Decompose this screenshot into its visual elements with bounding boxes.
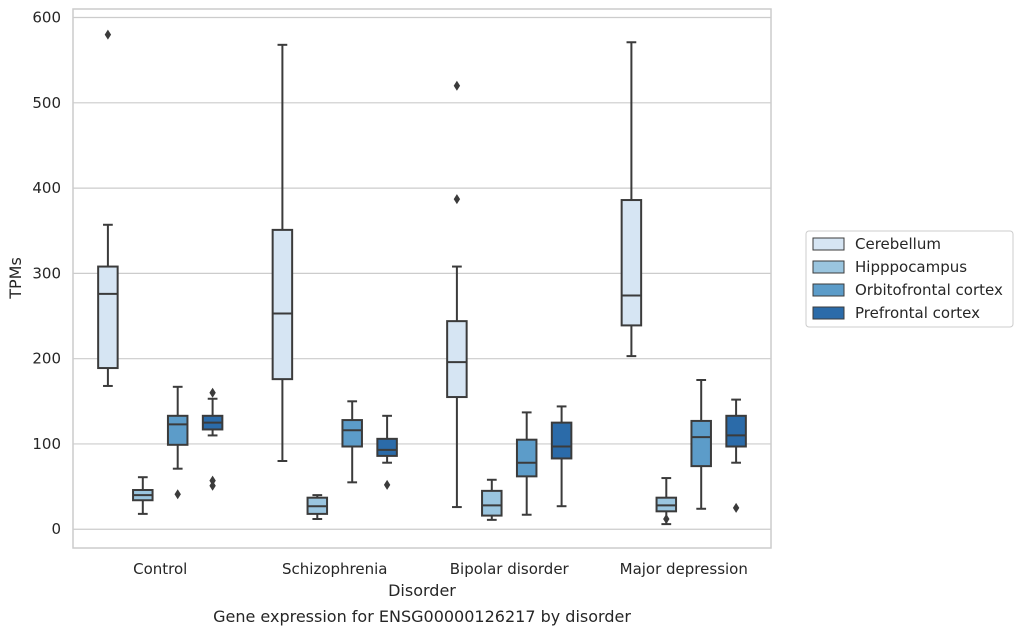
legend: Cerebellum Hipppocampus Orbitofrontal cort… (805, 230, 1014, 328)
series-orbitofrontal-cortex (166, 378, 712, 516)
box (725, 398, 747, 513)
y-tick-label: 300 (32, 264, 61, 282)
outlier-point (174, 489, 181, 500)
box (341, 400, 363, 484)
box-body (376, 437, 398, 457)
box (306, 494, 329, 521)
box-body (620, 199, 643, 327)
box-body (550, 421, 573, 460)
y-tick-label: 200 (32, 350, 61, 368)
box-body (446, 320, 468, 399)
box-body (97, 265, 119, 370)
box (481, 478, 503, 521)
chart-caption: Gene expression for ENSG00000126217 by d… (213, 607, 631, 626)
x-tick-label: Control (133, 560, 187, 578)
legend-swatch (812, 260, 845, 274)
outlier-point (383, 479, 391, 490)
grid-lines (73, 16, 771, 530)
legend-swatch (812, 306, 845, 320)
box (446, 80, 468, 509)
x-tick-label: Major depression (620, 560, 748, 578)
box-body (341, 419, 363, 448)
y-tick-label: 100 (32, 435, 61, 453)
box (550, 405, 573, 508)
outlier-point (104, 29, 112, 40)
y-tick-label: 400 (32, 179, 61, 197)
box-body (481, 489, 503, 517)
outlier-point (453, 194, 461, 205)
box-body (725, 414, 747, 448)
y-tick-label: 500 (32, 94, 61, 112)
series-hipppocampus (132, 476, 678, 526)
x-tick-labels: Control Schizophrenia Bipolar disorder Majo… (133, 560, 748, 578)
box-body (515, 438, 538, 478)
box (271, 43, 294, 463)
x-axis-title: Disorder (388, 581, 456, 600)
box (620, 41, 643, 358)
box (655, 477, 678, 526)
x-tick-label: Schizophrenia (282, 560, 387, 578)
box-body (690, 419, 712, 468)
y-tick-labels: 0 100 200 300 400 500 600 (32, 9, 61, 539)
outlier-point (453, 80, 461, 91)
plot-area-frame (72, 8, 772, 549)
box-body (271, 228, 294, 381)
box-series (97, 29, 747, 526)
legend-frame (805, 230, 1014, 328)
legend-label: Cerebellum (855, 235, 941, 253)
outlier-point (209, 475, 216, 486)
x-tick-label: Bipolar disorder (450, 560, 570, 578)
box (201, 387, 224, 491)
box (97, 29, 119, 387)
legend-swatch (812, 283, 845, 297)
y-tick-label: 600 (32, 9, 61, 27)
legend-label: Orbitofrontal cortex (855, 281, 1003, 299)
outlier-point (209, 387, 216, 398)
box (166, 385, 189, 500)
series-cerebellum (97, 29, 643, 509)
box (376, 414, 398, 490)
y-tick-label: 0 (51, 520, 61, 538)
outlier-point (732, 502, 740, 513)
legend-label: Hipppocampus (855, 258, 967, 276)
box (690, 378, 712, 510)
outlier-point (209, 480, 216, 491)
y-axis-title: TPMs (6, 257, 25, 300)
box-body (166, 414, 189, 446)
series-prefrontal-cortex (201, 387, 747, 513)
box (515, 411, 538, 516)
legend-label: Prefrontal cortex (855, 304, 980, 322)
legend-swatch (812, 237, 845, 251)
box (132, 476, 154, 515)
outlier-point (663, 514, 670, 525)
